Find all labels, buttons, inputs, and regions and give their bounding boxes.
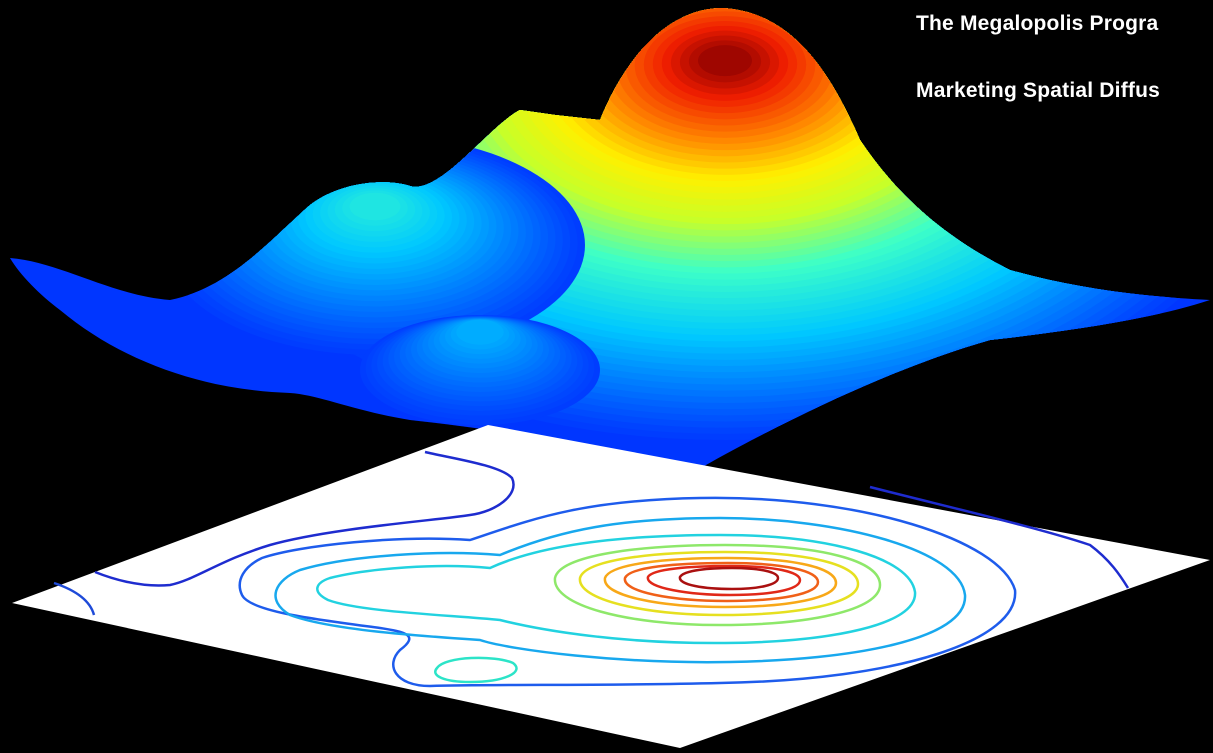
- contour-line: [553, 543, 882, 627]
- contour-line: [316, 533, 917, 645]
- contour-line: [623, 561, 820, 603]
- contour-plane-face: [12, 425, 1210, 748]
- ridge-band: [349, 192, 401, 221]
- main-peak-band: [698, 45, 752, 77]
- contour-plane: [12, 425, 1210, 748]
- contour-line: [646, 564, 802, 597]
- contour-line: [274, 516, 967, 664]
- contour-line: [94, 450, 515, 587]
- contour-line: [869, 485, 1130, 589]
- title-line-1: The Megalopolis Progra: [916, 12, 1159, 35]
- contour-line: [238, 496, 1017, 688]
- contour-line: [678, 566, 780, 591]
- title-line-2: Marketing Spatial Diffus: [916, 79, 1161, 102]
- contour-line: [434, 656, 518, 684]
- front-bump-band: [456, 319, 504, 345]
- contour-line: [603, 556, 838, 609]
- contour-line: [53, 581, 96, 616]
- contour-line: [578, 550, 860, 617]
